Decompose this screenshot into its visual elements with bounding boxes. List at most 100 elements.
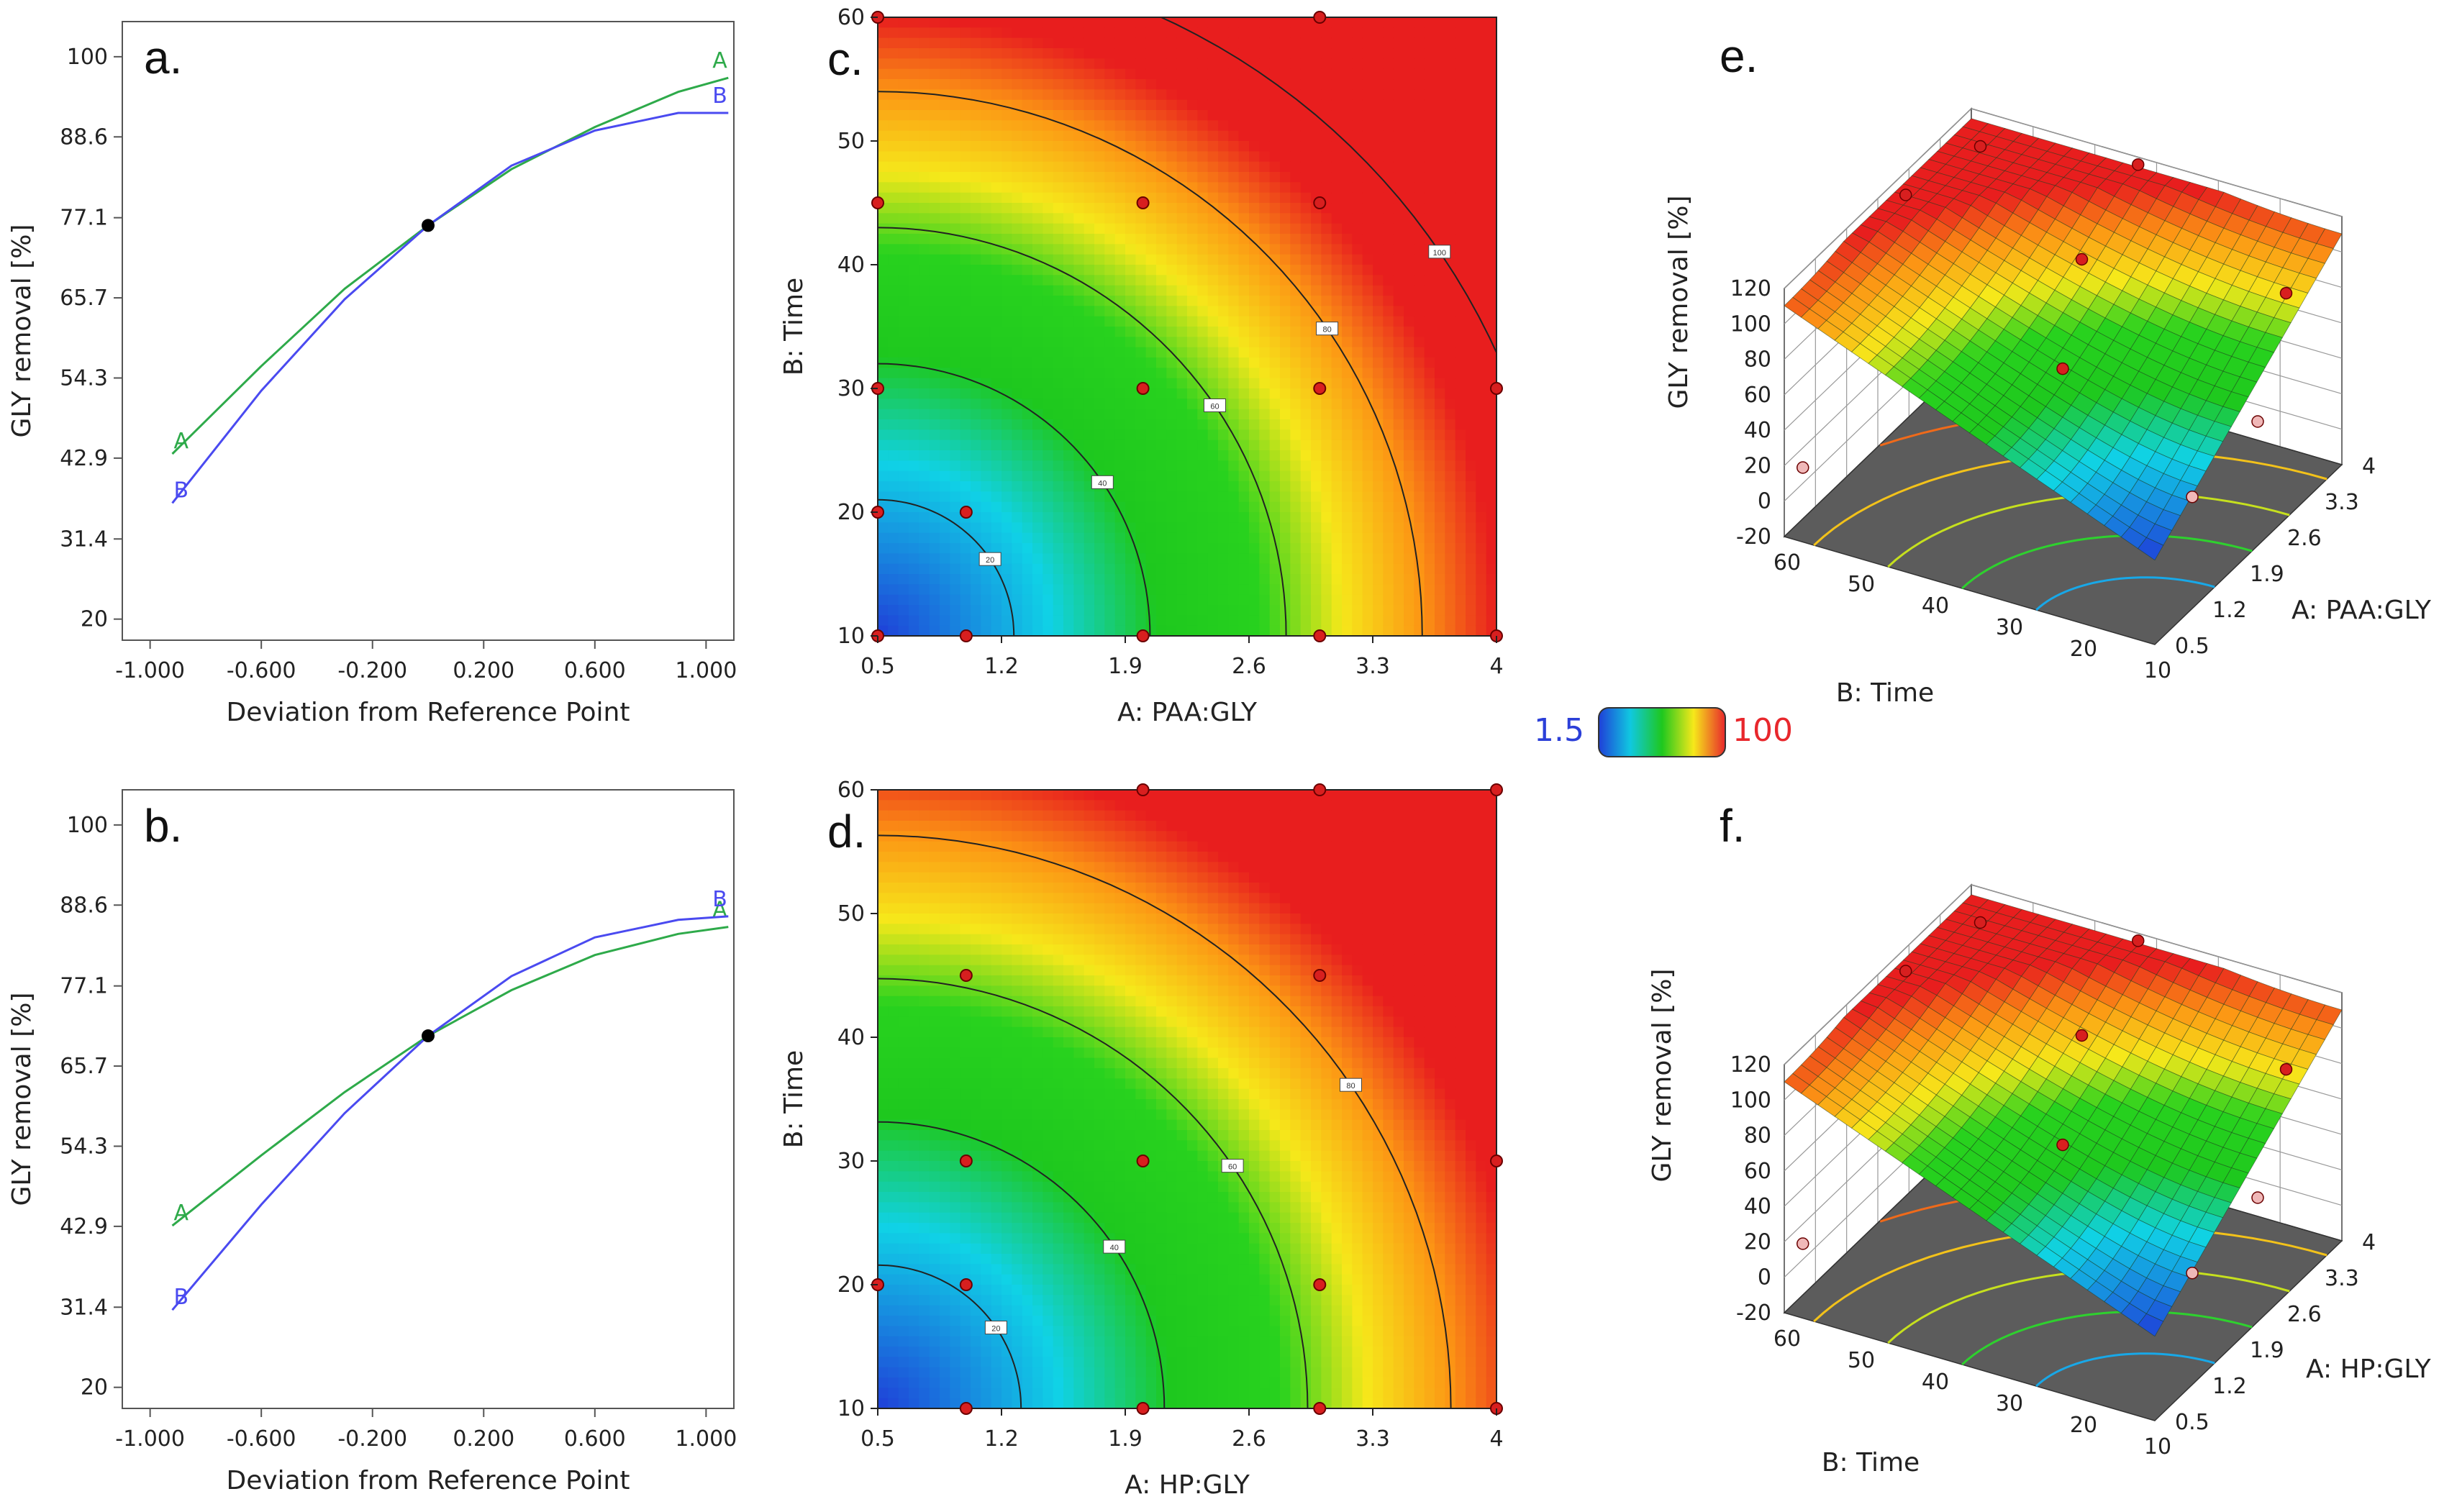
heatmap-cell bbox=[1352, 368, 1363, 379]
heatmap-cell bbox=[1476, 419, 1487, 430]
heatmap-cell bbox=[1228, 37, 1240, 49]
heatmap-cell bbox=[1094, 141, 1105, 152]
heatmap-cell bbox=[1290, 79, 1302, 90]
heatmap-cell bbox=[1114, 79, 1126, 90]
heatmap-cell bbox=[981, 110, 992, 121]
heatmap-cell bbox=[1311, 605, 1322, 616]
heatmap-cell bbox=[991, 357, 1002, 368]
heatmap-cell bbox=[1280, 347, 1291, 358]
heatmap-cell bbox=[1084, 1305, 1095, 1316]
heatmap-cell bbox=[1331, 399, 1343, 410]
heatmap-cell bbox=[1414, 327, 1425, 337]
heatmap-cell bbox=[1404, 265, 1414, 275]
heatmap-cell bbox=[940, 89, 950, 101]
heatmap-cell bbox=[1156, 37, 1167, 49]
heatmap-cell bbox=[1166, 481, 1178, 492]
heatmap-cell bbox=[898, 955, 909, 966]
heatmap-cell bbox=[971, 48, 981, 59]
heatmap-cell bbox=[1218, 99, 1229, 111]
heatmap-cell bbox=[971, 203, 981, 214]
heatmap-cell bbox=[1166, 79, 1178, 90]
heatmap-cell bbox=[929, 296, 940, 306]
heatmap-cell bbox=[1300, 563, 1312, 575]
heatmap-cell bbox=[1063, 996, 1074, 1007]
heatmap-cell bbox=[1300, 37, 1312, 49]
heatmap-cell bbox=[1466, 501, 1476, 513]
heatmap-cell bbox=[1022, 68, 1033, 80]
heatmap-cell bbox=[940, 110, 950, 121]
heatmap-cell bbox=[1331, 265, 1343, 275]
heatmap-cell bbox=[1218, 460, 1229, 472]
heatmap-cell bbox=[1114, 192, 1126, 204]
heatmap-cell bbox=[1476, 254, 1487, 265]
heatmap-cell bbox=[981, 1305, 992, 1316]
heatmap-cell bbox=[940, 17, 950, 28]
heatmap-cell bbox=[1331, 254, 1343, 265]
heatmap-cell bbox=[1352, 296, 1363, 306]
heatmap-cell bbox=[1486, 512, 1497, 523]
heatmap-cell bbox=[1166, 161, 1178, 173]
heatmap-cell bbox=[1002, 1037, 1012, 1048]
heatmap-cell bbox=[1249, 99, 1260, 111]
heatmap-cell bbox=[1331, 594, 1343, 606]
heatmap-cell bbox=[1043, 810, 1054, 821]
heatmap-cell bbox=[1114, 37, 1126, 49]
heatmap-cell bbox=[888, 1171, 899, 1183]
heatmap-cell bbox=[919, 914, 930, 924]
heatmap-cell bbox=[1043, 1305, 1054, 1316]
heatmap-cell bbox=[1012, 388, 1023, 399]
heatmap-cell bbox=[878, 1295, 889, 1306]
heatmap-cell bbox=[1321, 27, 1332, 39]
heatmap-cell bbox=[950, 893, 961, 904]
heatmap-cell bbox=[1373, 223, 1384, 234]
heatmap-cell bbox=[1311, 161, 1322, 173]
heatmap-cell bbox=[1104, 275, 1116, 286]
heatmap-cell bbox=[1043, 244, 1054, 255]
heatmap-cell bbox=[919, 17, 930, 28]
heatmap-cell bbox=[950, 491, 961, 503]
heatmap-cell bbox=[1228, 306, 1240, 317]
heatmap-cell bbox=[1290, 512, 1302, 523]
heatmap-cell bbox=[1104, 120, 1116, 132]
heatmap-cell bbox=[1002, 223, 1012, 234]
heatmap-cell bbox=[1414, 285, 1425, 296]
heatmap-cell bbox=[929, 1078, 940, 1090]
heatmap-cell bbox=[1002, 1078, 1012, 1090]
heatmap-cell bbox=[981, 1347, 992, 1357]
heatmap-cell bbox=[1012, 1233, 1023, 1244]
heatmap-cell bbox=[1125, 605, 1136, 616]
heatmap-cell bbox=[919, 1068, 930, 1079]
heatmap-cell bbox=[919, 625, 930, 637]
heatmap-cell bbox=[1012, 285, 1023, 296]
heatmap-cell bbox=[1342, 89, 1353, 101]
heatmap-cell bbox=[1331, 347, 1343, 358]
heatmap-cell bbox=[1145, 223, 1157, 234]
heatmap-cell bbox=[1073, 934, 1085, 945]
heatmap-cell bbox=[1197, 615, 1209, 627]
heatmap-cell bbox=[1207, 306, 1219, 317]
heatmap-cell bbox=[1022, 1006, 1033, 1017]
heatmap-cell bbox=[940, 192, 950, 204]
contour-label-60: 60 bbox=[1210, 403, 1219, 411]
heatmap-cell bbox=[1331, 512, 1343, 523]
heatmap-cell bbox=[1022, 27, 1033, 39]
heatmap-cell bbox=[1238, 337, 1250, 348]
heatmap-cell bbox=[1342, 213, 1353, 224]
heatmap-cell bbox=[919, 1192, 930, 1203]
heatmap-cell bbox=[1290, 58, 1302, 70]
heatmap-cell bbox=[898, 1109, 909, 1121]
heatmap-cell bbox=[1218, 429, 1229, 441]
heatmap-cell bbox=[888, 594, 899, 606]
heatmap-cell bbox=[960, 553, 971, 565]
heatmap-cell bbox=[898, 27, 909, 39]
heatmap-cell bbox=[1228, 481, 1240, 492]
reference-point bbox=[422, 1029, 435, 1043]
heatmap-cell bbox=[1280, 543, 1291, 554]
heatmap-cell bbox=[919, 460, 930, 472]
heatmap-cell bbox=[1156, 522, 1167, 534]
heatmap-cell bbox=[981, 1140, 992, 1152]
heatmap-cell bbox=[1094, 27, 1105, 39]
heatmap-cell bbox=[1032, 244, 1043, 255]
heatmap-cell bbox=[1362, 368, 1373, 379]
